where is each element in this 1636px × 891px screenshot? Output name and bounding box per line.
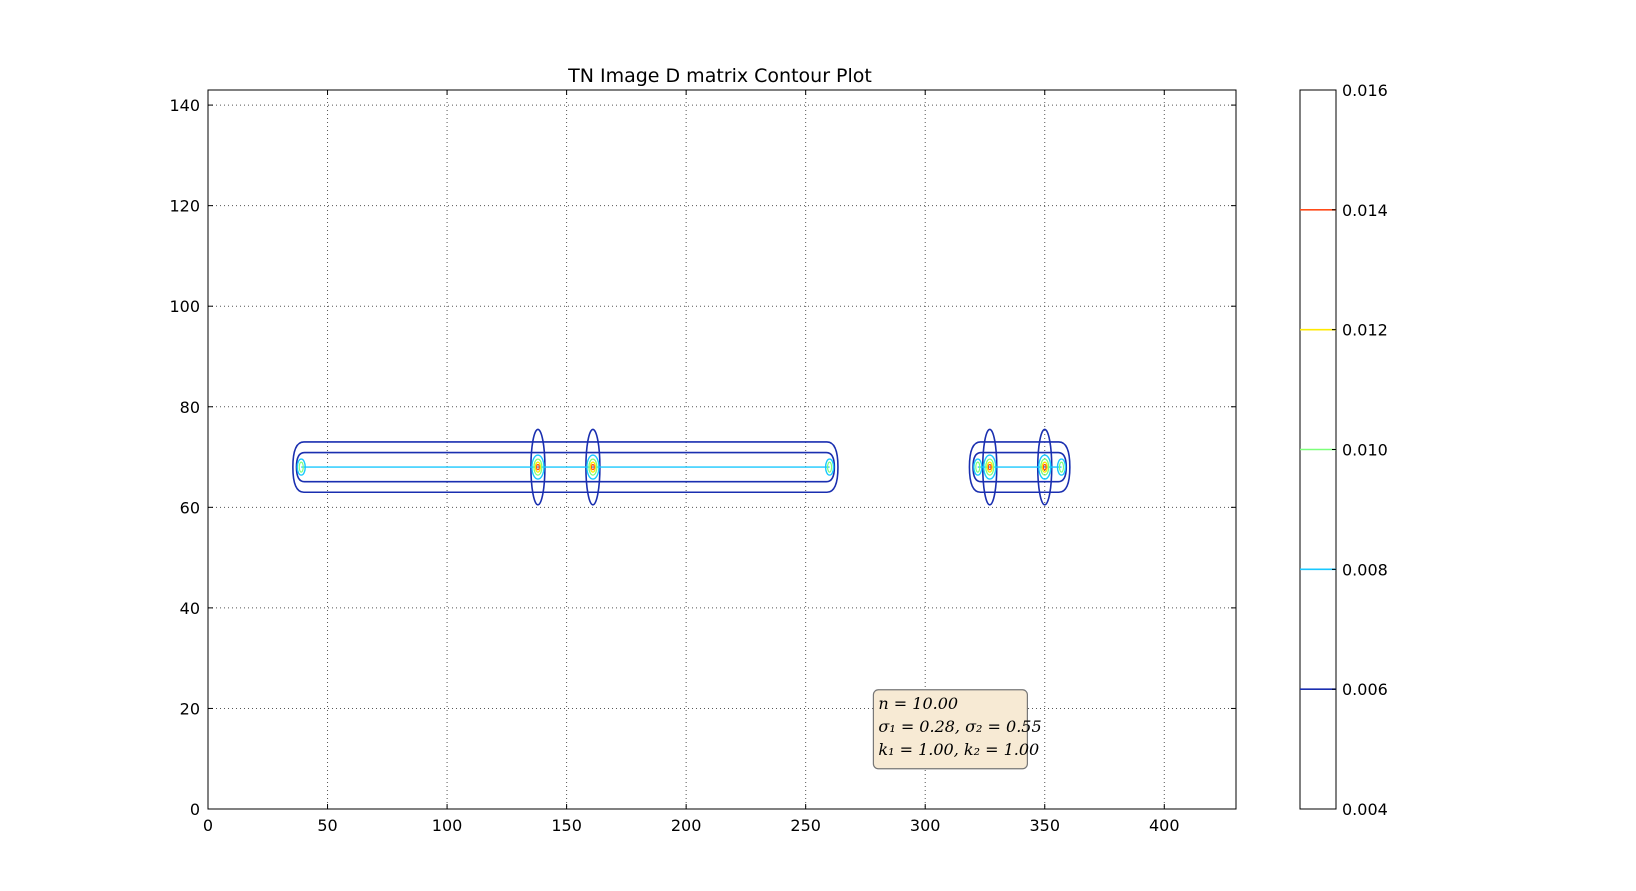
contour-0.006-inner [295, 451, 836, 483]
x-tick-label: 100 [432, 816, 463, 835]
plot-frame [207, 89, 1237, 810]
peak-0.008 [983, 454, 997, 480]
y-tick-label: 20 [180, 699, 200, 718]
y-tick-label: 100 [169, 297, 200, 316]
x-tick-label: 250 [790, 816, 821, 835]
colorbar: 0.004 0.006 0.008 0.010 0.012 0.014 0.016 [1299, 81, 1388, 819]
peak-0.012 [1041, 461, 1048, 473]
y-tick-label: 60 [180, 498, 200, 517]
peak-0.012 [589, 461, 597, 473]
colorbar-tick-label: 0.016 [1342, 81, 1388, 100]
y-tick-label: 40 [180, 599, 200, 618]
peak-0.008 [531, 454, 545, 480]
peak-0.014 [1042, 463, 1047, 471]
parameter-annotation: n = 10.00 σ₁ = 0.28, σ₂ = 0.55 k₁ = 1.00, … [872, 689, 1042, 770]
contour-0.008-end [296, 458, 306, 476]
y-axis-ticks: 0 20 40 60 80 100 120 140 [169, 96, 1236, 819]
peak-0.012 [986, 461, 993, 473]
contour-0.008-end [824, 458, 835, 476]
annotation-line: n = 10.00 [878, 694, 958, 713]
peak-0.014 [536, 463, 540, 471]
grid-lines [208, 90, 1236, 809]
colorbar-tick-label: 0.008 [1342, 560, 1388, 579]
contour-0.010-end [826, 461, 833, 473]
x-tick-label: 300 [910, 816, 941, 835]
colorbar-tick-label: 0.010 [1342, 441, 1388, 460]
contour-0.006-inner [972, 451, 1068, 483]
contour-0.010-end [298, 461, 304, 473]
peak-0.012 [534, 461, 542, 473]
axes [207, 89, 1237, 810]
annotation-line: k₁ = 1.00, k₂ = 1.00 [878, 740, 1039, 759]
contour-lines [292, 428, 1071, 506]
contour-0.010-end [975, 461, 981, 473]
colorbar-tick-label: 0.012 [1342, 321, 1388, 340]
x-tick-label: 200 [671, 816, 702, 835]
contour-0.006-outer [968, 441, 1071, 494]
colorbar-tick-label: 0.006 [1342, 680, 1388, 699]
contour-0.010-end [1058, 461, 1065, 473]
y-tick-label: 120 [169, 197, 200, 216]
x-axis-ticks: 0 50 100 150 200 250 300 350 400 [203, 90, 1180, 835]
x-tick-label: 0 [203, 816, 213, 835]
colorbar-tick-label: 0.014 [1342, 201, 1388, 220]
peak-0.010 [588, 458, 598, 476]
peak-0.008 [1038, 454, 1052, 480]
chart-title: TN Image D matrix Contour Plot [567, 65, 872, 87]
peak-0.010 [985, 458, 995, 476]
colorbar-tick-label: 0.004 [1342, 800, 1388, 819]
peak-0.010 [533, 458, 543, 476]
peak-0.008 [586, 454, 600, 480]
y-tick-label: 140 [169, 96, 200, 115]
y-tick-label: 0 [190, 800, 200, 819]
contour-0.008-end [973, 458, 983, 476]
contour-0.008-end [1056, 458, 1067, 476]
annotation-line: σ₁ = 0.28, σ₂ = 0.55 [878, 717, 1041, 736]
x-tick-label: 350 [1029, 816, 1060, 835]
x-tick-label: 150 [551, 816, 582, 835]
x-tick-label: 50 [317, 816, 337, 835]
y-tick-label: 80 [180, 398, 200, 417]
annotation-box [872, 689, 1028, 770]
peak-0.010 [1040, 458, 1050, 476]
x-tick-label: 400 [1149, 816, 1180, 835]
peak-0.014 [591, 463, 595, 471]
contour-0.006-outer [292, 441, 839, 494]
peak-0.014 [987, 463, 992, 471]
